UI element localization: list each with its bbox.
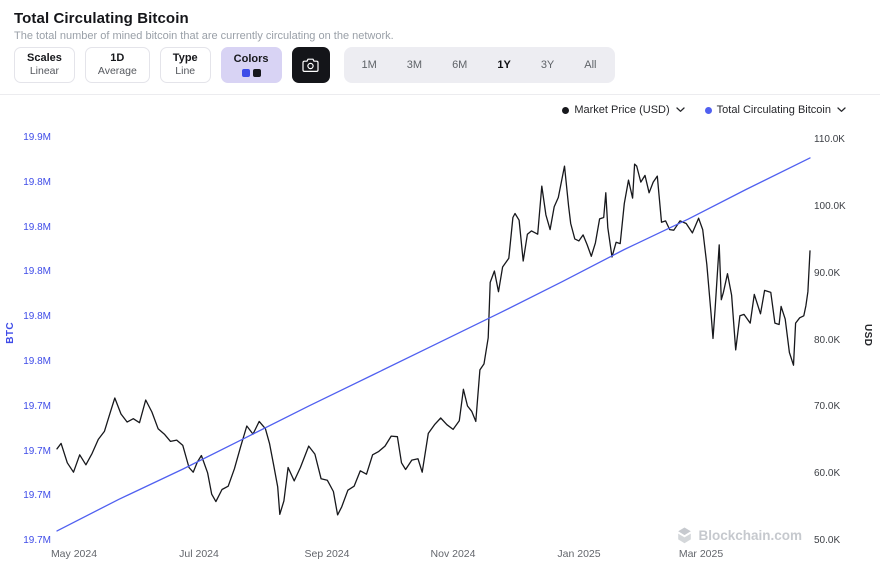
usd-tick-label: 70.0K [814,401,841,412]
chevron-down-icon [837,107,846,112]
x-tick-label: Mar 2025 [678,548,724,560]
type-value: Line [175,65,196,78]
frequency-value: Average [97,65,137,78]
btc-tick-label: 19.8M [23,311,51,322]
btc-tick-label: 19.8M [23,177,51,188]
chevron-down-icon [676,107,685,112]
legend-item-circulating-bitcoin[interactable]: Total Circulating Bitcoin [704,104,846,116]
btc-tick-label: 19.9M [23,132,51,143]
watermark: Blockchain.com [677,527,802,544]
type-button[interactable]: Type Line [159,47,211,83]
scales-value: Linear [29,65,60,78]
btc-tick-label: 19.8M [23,222,51,233]
legend: Market Price (USD) Total Circulating Bit… [562,104,846,116]
x-tick-label: Sep 2024 [304,548,350,560]
colors-label: Colors [233,52,269,65]
usd-tick-label: 50.0K [814,535,841,546]
frequency-label: 1D [110,51,125,64]
usd-tick-label: 80.0K [814,335,841,346]
range-3m-button[interactable]: 3M [392,50,437,80]
x-tick-label: Jan 2025 [557,548,601,560]
market-price-dot [562,106,570,114]
btc-tick-label: 19.7M [23,446,51,457]
series-line-1 [56,157,811,532]
usd-tick-label: 100.0K [814,201,846,212]
circulating-bitcoin-dot [704,106,712,114]
legend-market-price-label: Market Price (USD) [574,104,670,116]
header-divider [0,94,880,95]
scales-button[interactable]: Scales Linear [14,47,75,83]
camera-button[interactable] [291,47,330,83]
legend-item-market-price[interactable]: Market Price (USD) [562,104,685,116]
blue-color-swatch [241,69,250,78]
toolbar: Scales Linear 1D Average Type Line Color… [14,47,615,83]
btc-tick-label: 19.8M [23,266,51,277]
usd-tick-label: 60.0K [814,468,841,479]
btc-tick-label: 19.8M [23,356,51,367]
page-title: Total Circulating Bitcoin [14,10,189,27]
usd-tick-label: 90.0K [814,268,841,279]
blockchain-logo-icon [678,527,692,544]
color-swatches [241,69,261,78]
scales-label: Scales [27,51,62,64]
range-6m-button[interactable]: 6M [437,50,482,80]
watermark-text: Blockchain.com [698,528,802,543]
header: Total Circulating Bitcoin The total numb… [14,10,866,42]
range-all-button[interactable]: All [569,50,611,80]
type-label: Type [172,51,198,64]
camera-icon [302,58,319,72]
range-3y-button[interactable]: 3Y [526,50,569,80]
legend-circulating-bitcoin-label: Total Circulating Bitcoin [716,104,831,116]
usd-axis-title: USD [862,324,873,347]
black-color-swatch [252,69,261,78]
x-tick-label: Jul 2024 [179,548,219,560]
x-tick-label: May 2024 [50,548,98,560]
series-line-0 [56,163,811,516]
btc-axis-title: BTC [5,322,16,344]
btc-tick-label: 19.7M [23,535,51,546]
usd-tick-label: 110.0K [814,134,845,145]
range-1y-button[interactable]: 1Y [482,50,525,80]
frequency-button[interactable]: 1D Average [84,47,150,83]
btc-tick-label: 19.7M [23,401,51,412]
x-tick-label: Nov 2024 [430,548,476,560]
range-selector: 1M 3M 6M 1Y 3Y All [343,47,615,83]
btc-tick-label: 19.7M [23,490,51,501]
colors-button[interactable]: Colors [220,47,282,83]
range-1m-button[interactable]: 1M [347,50,392,80]
page-subtitle: The total number of mined bitcoin that a… [14,30,394,42]
